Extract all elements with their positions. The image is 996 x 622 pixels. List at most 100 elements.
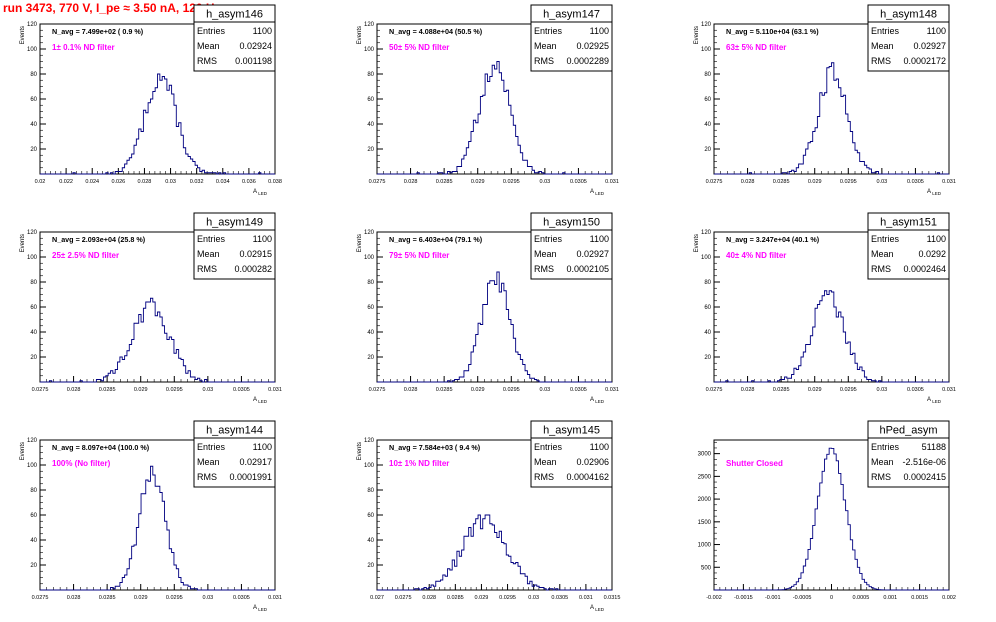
y-tick-label: 1500	[698, 520, 712, 526]
y-tick-label: 40	[704, 330, 711, 336]
x-tick-label: 0.0295	[499, 595, 516, 601]
stat-label-mean: Mean	[871, 457, 894, 467]
stat-value-entries: 1100	[927, 234, 946, 244]
x-tick-label: -0.002	[706, 595, 722, 601]
y-tick-label: 120	[27, 438, 38, 444]
y-tick-label: 40	[704, 122, 711, 128]
histogram-name: h_asym147	[543, 9, 600, 21]
navg-annotation: N_avg = 7.584e+03 ( 9.4 %)	[389, 443, 481, 452]
stat-label-mean: Mean	[197, 41, 220, 51]
x-tick-label: 0.029	[471, 179, 485, 185]
stat-value-entries: 1100	[590, 26, 609, 36]
x-tick-label: 0.0295	[166, 595, 183, 601]
y-tick-label: 60	[367, 97, 374, 103]
y-tick-label: 120	[701, 22, 712, 28]
y-tick-label: 100	[701, 47, 712, 53]
x-tick-label: 0.0285	[773, 179, 790, 185]
stat-label-rms: RMS	[534, 56, 554, 66]
stat-value-rms: 0.000282	[234, 264, 272, 274]
y-axis-label: Events	[357, 26, 363, 44]
x-tick-label: 0.0275	[706, 179, 723, 185]
navg-annotation: N_avg = 6.403e+04 (79.1 %)	[389, 235, 483, 244]
x-tick-label: 0.03	[539, 179, 550, 185]
stats-box-frame	[193, 212, 276, 280]
y-tick-label: 60	[704, 305, 711, 311]
x-tick-label: 0.0005	[852, 595, 869, 601]
stat-value-rms: 0.0002105	[566, 264, 609, 274]
filter-annotation: 10± 1% ND filter	[389, 459, 449, 468]
x-tick-label: 0.0305	[570, 179, 587, 185]
x-tick-label: 0.026	[111, 179, 125, 185]
stat-value-mean: 0.02915	[239, 249, 272, 259]
x-tick-label: 0.028	[138, 179, 152, 185]
stats-box: h_asym145 Entries 1100 Mean 0.02906 RMS 0.0004…	[530, 420, 613, 488]
stat-value-mean: 0.02906	[576, 457, 609, 467]
histogram-name: h_asym148	[880, 9, 937, 21]
filter-annotation: 40± 4% ND filter	[726, 251, 786, 260]
histogram-panel: 20 40 60 80 100 120 0.027 0.0275 0.028 0.0285 0.02…	[357, 420, 621, 612]
histogram-panel: 20 40 60 80 100 120 0.0275 0.028 0.0285 0.029 0.02…	[20, 420, 282, 612]
stat-label-mean: Mean	[534, 249, 557, 259]
x-tick-label: 0	[830, 595, 833, 601]
x-tick-label: 0.028	[422, 595, 436, 601]
stat-label-mean: Mean	[871, 41, 894, 51]
stats-box: h_asym151 Entries 1100 Mean 0.0292 RMS 0.00024…	[867, 212, 950, 280]
y-axis-label: Events	[357, 234, 363, 252]
histogram-panel: 20 40 60 80 100 120 0.0275 0.028 0.0285 0.029 0.02…	[694, 212, 956, 404]
y-tick-label: 100	[364, 47, 375, 53]
histogram-panel: 20 40 60 80 100 120 0.0275 0.028 0.0285 0.029 0.02…	[20, 212, 282, 404]
filter-annotation: 25± 2.5% ND filter	[52, 251, 119, 260]
x-tick-label: 0.036	[242, 179, 256, 185]
x-tick-label: -0.001	[765, 595, 781, 601]
y-tick-label: 120	[27, 230, 38, 236]
x-tick-label: 0.028	[404, 179, 418, 185]
stat-label-entries: Entries	[534, 442, 563, 452]
y-tick-label: 3000	[698, 452, 712, 458]
navg-annotation: N_avg = 3.247e+04 (40.1 %)	[726, 235, 820, 244]
x-tick-label: 0.031	[942, 387, 956, 393]
stat-label-rms: RMS	[871, 472, 891, 482]
stat-value-mean: 0.02927	[913, 41, 946, 51]
y-axis-label: Events	[694, 26, 700, 44]
y-tick-label: 100	[27, 463, 38, 469]
x-tick-label: 0.0315	[604, 595, 621, 601]
filter-annotation: 1± 0.1% ND filter	[52, 43, 115, 52]
stats-box: h_asym150 Entries 1100 Mean 0.02927 RMS 0.0002…	[530, 212, 613, 280]
histogram-line	[377, 514, 612, 591]
x-tick-label: 0.028	[404, 387, 418, 393]
stat-value-rms: 0.0002289	[566, 56, 609, 66]
filter-annotation: Shutter Closed	[726, 459, 783, 468]
y-tick-label: 100	[364, 255, 375, 261]
x-tick-label: 0.029	[471, 387, 485, 393]
x-tick-label: 0.001	[883, 595, 897, 601]
stat-value-rms: 0.0004162	[566, 472, 609, 482]
y-tick-label: 40	[30, 538, 37, 544]
stat-value-entries: 51188	[922, 442, 946, 452]
x-tick-label: 0.028	[741, 387, 755, 393]
x-tick-label: 0.027	[370, 595, 384, 601]
stat-label-rms: RMS	[197, 56, 217, 66]
x-axis-label: A LED	[927, 189, 942, 196]
x-tick-label: 0.031	[579, 595, 593, 601]
stat-label-mean: Mean	[534, 41, 557, 51]
y-tick-label: 60	[704, 97, 711, 103]
stats-box-frame	[867, 212, 950, 280]
histogram-panel: 20 40 60 80 100 120 0.0275 0.028 0.0285 0.029 0.02…	[357, 212, 619, 404]
x-axis-label: A LED	[253, 397, 268, 404]
x-tick-label: 0.0285	[447, 595, 464, 601]
x-tick-label: 0.031	[942, 179, 956, 185]
stats-box: h_asym146 Entries 1100 Mean 0.02924 RMS 0.0011…	[193, 4, 276, 72]
x-tick-label: 0.0285	[99, 387, 116, 393]
stat-label-entries: Entries	[534, 26, 563, 36]
x-tick-label: 0.0305	[907, 179, 924, 185]
x-tick-label: 0.0295	[503, 179, 520, 185]
y-tick-label: 40	[367, 122, 374, 128]
stat-label-entries: Entries	[197, 234, 226, 244]
y-tick-label: 2500	[698, 474, 712, 480]
histogram-name: h_asym151	[880, 217, 937, 229]
x-tick-label: 0.0275	[395, 595, 412, 601]
histogram-line	[377, 61, 612, 175]
stat-label-rms: RMS	[197, 264, 217, 274]
y-tick-label: 20	[367, 563, 374, 569]
